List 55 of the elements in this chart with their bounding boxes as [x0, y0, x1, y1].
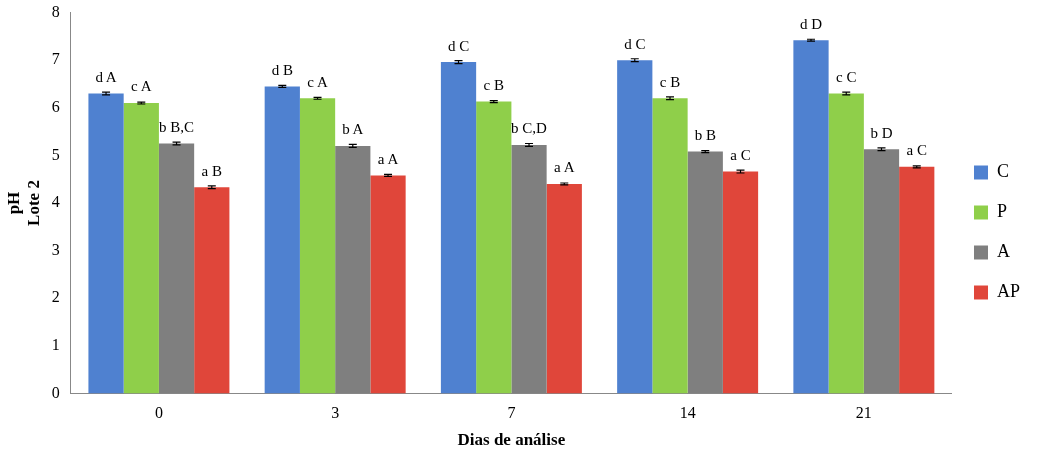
annotation: a A: [377, 150, 399, 167]
bar: [299, 98, 336, 394]
y-tick-label: 4: [51, 193, 60, 211]
x-tick-label: 21: [855, 404, 872, 422]
bar: [264, 86, 300, 394]
annotation: a A: [554, 159, 575, 176]
bar: [440, 62, 477, 394]
annotation: d C: [447, 37, 470, 54]
y-tick-label: 0: [51, 383, 60, 401]
bar: [828, 93, 864, 394]
annotation: a C: [730, 147, 751, 164]
y-tick-label: 5: [51, 145, 60, 163]
annotation: b B,C: [159, 118, 195, 135]
legend-label: P: [996, 201, 1008, 222]
x-tick-label: 0: [154, 404, 163, 422]
y-tick-label: 7: [51, 50, 60, 68]
bar: [370, 175, 406, 394]
annotation: c B: [483, 77, 504, 94]
bar: [88, 93, 124, 394]
x-tick-label: 14: [679, 404, 696, 422]
y-tick-label: 3: [51, 240, 60, 258]
y-tick-label: 6: [51, 98, 60, 115]
bar: [194, 187, 230, 394]
annotation: b C,D: [511, 120, 548, 137]
legend-label: AP: [996, 281, 1021, 302]
bar: [123, 103, 159, 394]
bar: [793, 40, 829, 394]
annotation: b B: [694, 127, 716, 144]
annotation: d A: [95, 68, 117, 85]
bar: [546, 183, 582, 394]
y-tick-label: 2: [51, 288, 60, 306]
bar: [899, 166, 935, 394]
bar: [476, 101, 512, 394]
x-axis-title: Dias de análise: [457, 430, 566, 450]
legend-label: C: [996, 161, 1010, 182]
annotation: c C: [836, 68, 857, 85]
annotation: d D: [799, 15, 823, 32]
annotation: c A: [307, 73, 328, 90]
x-tick-label: 3: [331, 404, 340, 422]
bar: [652, 98, 688, 394]
bar: [617, 60, 653, 394]
annotation: c B: [659, 73, 681, 90]
annotation: a C: [906, 142, 927, 159]
annotation: a B: [201, 162, 222, 179]
legend-label: A: [996, 241, 1010, 262]
y-tick-label: 1: [51, 336, 60, 353]
y-axis-title: pH Lote 2: [3, 180, 43, 226]
annotation: c A: [131, 78, 152, 95]
bar: [722, 171, 759, 394]
annotation: d C: [624, 35, 646, 52]
annotation: b D: [870, 124, 893, 141]
annotation: d B: [271, 61, 293, 78]
y-tick-label: 8: [51, 2, 60, 20]
x-tick-label: 7: [507, 404, 516, 422]
annotation: b A: [342, 121, 364, 138]
